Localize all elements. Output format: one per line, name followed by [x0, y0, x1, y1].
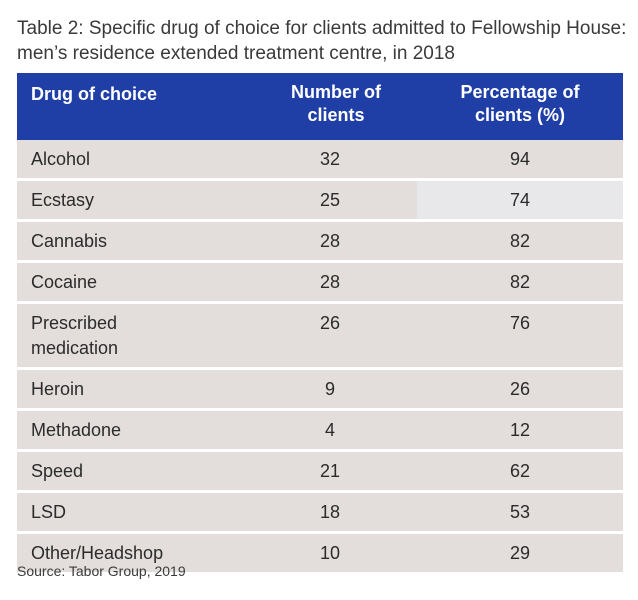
row-drug-cell: Cocaine [17, 260, 243, 301]
row-percentage-cell: 82 [417, 260, 623, 301]
row-number-cell: 10 [243, 531, 417, 572]
drug-choice-table: Drug of choice Number of clients Percent… [17, 73, 623, 572]
row-number-cell: 18 [243, 490, 417, 531]
row-drug-cell: Other/Headshop [17, 531, 243, 572]
table-header: Drug of choice Number of clients Percent… [17, 73, 623, 140]
row-number-cell: 28 [243, 219, 417, 260]
row-drug-cell: Cannabis [17, 219, 243, 260]
header-row: Drug of choice Number of clients Percent… [17, 73, 623, 140]
table-row: Methadone 4 12 [17, 408, 623, 449]
row-percentage-cell: 82 [417, 219, 623, 260]
column-header-drug: Drug of choice [17, 73, 243, 140]
row-percentage-cell: 53 [417, 490, 623, 531]
row-percentage-cell: 74 [417, 178, 623, 219]
row-percentage-cell: 76 [417, 301, 623, 367]
row-drug-cell: Alcohol [17, 140, 243, 178]
row-number-cell: 4 [243, 408, 417, 449]
row-percentage-cell: 29 [417, 531, 623, 572]
row-drug-cell: Prescribed medication [17, 301, 243, 367]
table-row: LSD 18 53 [17, 490, 623, 531]
table-row: Cannabis 28 82 [17, 219, 623, 260]
row-percentage-cell: 94 [417, 140, 623, 178]
row-percentage-cell: 26 [417, 367, 623, 408]
row-percentage-cell: 12 [417, 408, 623, 449]
row-drug-cell: Speed [17, 449, 243, 490]
table-row: Speed 21 62 [17, 449, 623, 490]
table-row: Other/Headshop 10 29 [17, 531, 623, 572]
table-row: Ecstasy 25 74 [17, 178, 623, 219]
row-number-cell: 21 [243, 449, 417, 490]
column-header-percentage-text: Percentage of clients (%) [460, 82, 580, 125]
row-number-cell: 32 [243, 140, 417, 178]
row-drug-cell: Ecstasy [17, 178, 243, 219]
table-row: Alcohol 32 94 [17, 140, 623, 178]
table-container: Drug of choice Number of clients Percent… [17, 73, 623, 572]
row-drug-cell: LSD [17, 490, 243, 531]
row-number-cell: 28 [243, 260, 417, 301]
table-row: Cocaine 28 82 [17, 260, 623, 301]
table-caption: Table 2: Specific drug of choice for cli… [17, 18, 627, 64]
table-row: Heroin 9 26 [17, 367, 623, 408]
row-percentage-cell: 62 [417, 449, 623, 490]
row-drug-cell: Methadone [17, 408, 243, 449]
row-number-cell: 25 [243, 178, 417, 219]
row-drug-cell: Heroin [17, 367, 243, 408]
row-number-cell: 9 [243, 367, 417, 408]
table-body: Alcohol 32 94 Ecstasy 25 74 Cannabis 28 … [17, 140, 623, 572]
column-header-percentage: Percentage of clients (%) [417, 73, 623, 140]
source-note: Source: Tabor Group, 2019 [17, 563, 186, 579]
table-row: Prescribed medication 26 76 [17, 301, 623, 367]
row-number-cell: 26 [243, 301, 417, 367]
column-header-number-text: Number of clients [291, 82, 381, 125]
column-header-number: Number of clients [243, 73, 417, 140]
